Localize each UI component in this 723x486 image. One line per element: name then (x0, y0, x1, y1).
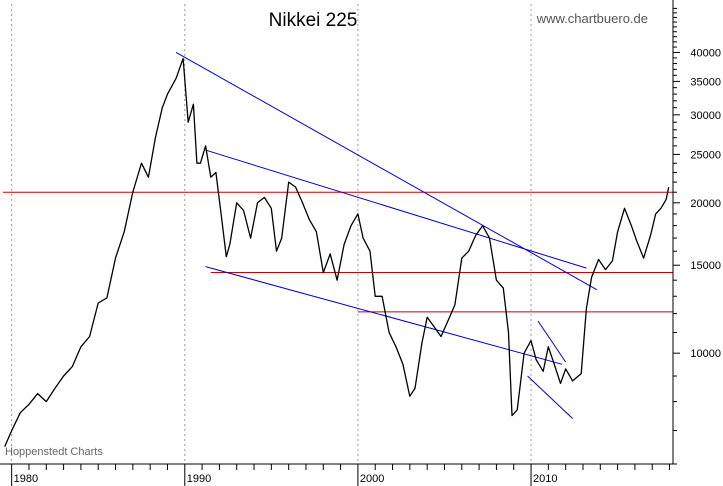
x-tick-label: 1980 (14, 473, 38, 485)
x-tick-label: 2010 (533, 473, 557, 485)
trendlines-layer (175, 51, 598, 419)
y-tick-label: 10000 (690, 348, 721, 360)
y-tick-label: 30000 (690, 110, 721, 122)
trendline (175, 51, 598, 291)
y-tick-label: 40000 (690, 47, 721, 59)
x-tick-label: 1990 (187, 473, 211, 485)
price-series-line (4, 57, 670, 447)
trendline (205, 149, 587, 269)
watermark-text: www.chartbuero.de (536, 11, 648, 26)
y-tick-label: 25000 (690, 149, 721, 161)
x-tick-label: 2000 (360, 473, 384, 485)
y-tick-label: 35000 (690, 76, 721, 88)
trendline (205, 266, 563, 365)
series-layer (4, 57, 670, 447)
trendline (537, 320, 567, 363)
y-tick-label: 15000 (690, 260, 721, 272)
chart-title: Nikkei 225 (269, 10, 358, 31)
trendline (527, 375, 573, 419)
y-tick-label: 20000 (690, 198, 721, 210)
credit-text: Hoppenstedt Charts (5, 446, 103, 458)
horizontal-lines-layer (3, 191, 673, 313)
